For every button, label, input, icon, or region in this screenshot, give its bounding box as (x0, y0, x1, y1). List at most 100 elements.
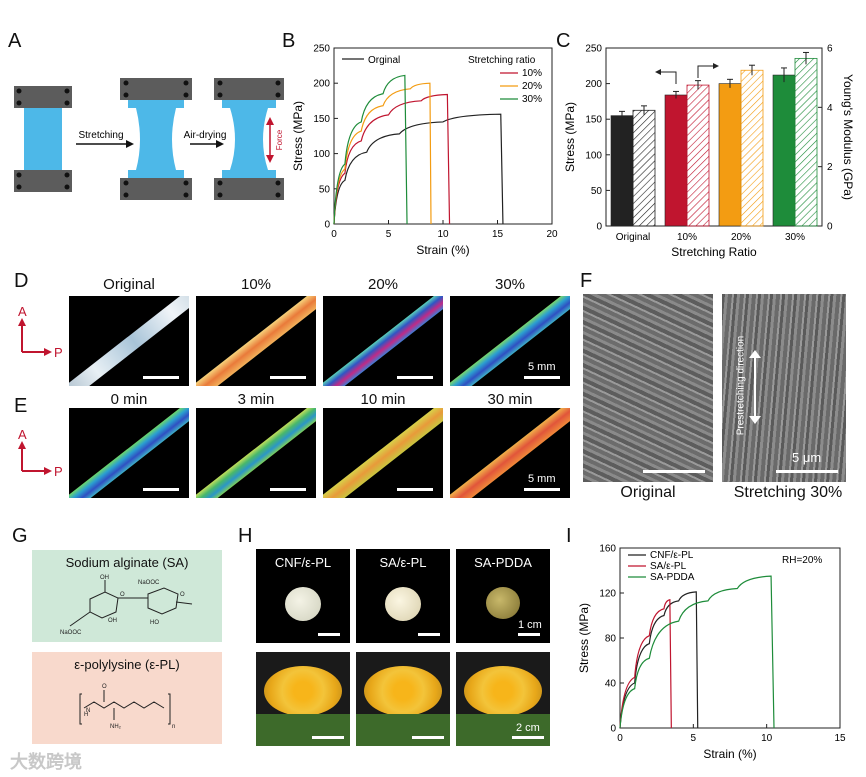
panel-label-b: B (282, 30, 296, 52)
legend-original: Orginal (368, 55, 400, 66)
bar-stress (772, 74, 796, 227)
e-image-0 (69, 408, 189, 498)
y-tick-label: 120 (599, 589, 616, 600)
axis-arrows-e: A P (18, 427, 63, 479)
x-tick-label: 30% (785, 232, 805, 243)
y-tick-label: 200 (585, 79, 602, 90)
bar-modulus (686, 84, 710, 227)
h-scale-1: 1 cm (518, 619, 542, 631)
panel-label-h: H (238, 525, 253, 547)
series-line-0 (619, 591, 699, 729)
panel-label-c: C (556, 30, 571, 52)
f-scale-label: 5 μm (792, 450, 822, 465)
legend-label: 10% (522, 68, 542, 79)
d-image-10 (196, 296, 316, 386)
h-flower-3: 2 cm (456, 652, 550, 746)
y-tick-label: 250 (585, 44, 602, 55)
axis-p-label: P (54, 345, 63, 360)
panel-label-i: I (566, 525, 572, 547)
x-tick-label: 15 (834, 733, 846, 744)
y2-tick-label: 6 (827, 44, 833, 55)
x-tick-label: 20% (731, 232, 751, 243)
y-tick-label: 50 (319, 184, 331, 195)
x-tick-label: 0 (331, 229, 337, 240)
x-axis-label: Strain (%) (703, 747, 756, 761)
y-tick-label: 200 (313, 79, 330, 90)
panel-label-d: D (14, 270, 29, 292)
x-tick-label: Original (616, 232, 650, 243)
series-line-1 (333, 93, 451, 225)
chart-i: 0 40 80 120 160 0 5 10 15 Strain (%) Stress (MPa) C… (577, 544, 846, 762)
legend-label: 20% (522, 81, 542, 92)
x-tick-label: 5 (386, 229, 392, 240)
left-axis-arrow-icon (661, 71, 677, 84)
h-photo-sa-epl: SA/ε-PL (356, 549, 450, 643)
watermark: 大数跨境 (10, 752, 82, 772)
d-image-20 (323, 296, 443, 386)
axis-arrows-d: A P (18, 304, 63, 360)
svg-text:n: n (172, 724, 175, 730)
svg-text:NaOOC: NaOOC (60, 630, 82, 636)
e-image-3 (196, 408, 316, 498)
bar-stress (610, 115, 634, 227)
f-label-stretched: Stretching 30% (733, 484, 843, 501)
x-tick-label: 20 (546, 229, 558, 240)
y2-tick-label: 0 (827, 222, 833, 233)
y-axis-label: Stress (MPa) (291, 101, 305, 171)
annotation-rh: RH=20% (782, 555, 822, 566)
e-image-30: 5 mm (450, 408, 570, 498)
chart-b: 0 50 100 150 200 250 0 5 10 15 20 Strain (%) Stress … (291, 44, 558, 258)
y-tick-label: 100 (313, 149, 330, 160)
e-label-0: 0 min (110, 391, 148, 408)
y2-axis-label: Young's Modulus (GPa) (841, 74, 855, 200)
y-axis-label: Stress (MPa) (563, 102, 577, 172)
y2-tick-label: 2 (827, 162, 833, 173)
y-tick-label: 0 (596, 222, 602, 233)
left-axis-arrowhead-icon (655, 69, 661, 75)
series-line-2 (333, 82, 432, 225)
f-label-original: Original (620, 484, 676, 501)
right-axis-arrowhead-icon (713, 63, 719, 69)
y-tick-label: 250 (313, 44, 330, 55)
y-tick-label: 150 (313, 114, 330, 125)
sa-title: Sodium alginate (SA) (65, 555, 189, 570)
svg-text:O: O (120, 592, 125, 598)
svg-text:NH₂: NH₂ (110, 724, 122, 730)
panel-label-e: E (14, 395, 28, 417)
svg-text:A: A (18, 427, 27, 442)
series-line-0 (333, 113, 504, 225)
panel-a-schematic: Stretching Air-drying Force (14, 78, 284, 200)
e-scale-label: 5 mm (528, 473, 556, 485)
panel-label-f: F (580, 270, 593, 292)
sa-structure-icon: OH NaOOC O NaOOC OH HO O (60, 575, 193, 636)
y-tick-label: 150 (585, 115, 602, 126)
d-image-original (69, 296, 189, 386)
d-label-original: Original (103, 276, 155, 293)
bar-stress (718, 83, 742, 227)
epl-structure-box: ε-polylysine (ε-PL) H N O NH₂ n (32, 652, 222, 744)
sa-structure-box: Sodium alginate (SA) OH NaOOC O NaOOC OH… (32, 550, 222, 642)
bar-modulus (740, 69, 764, 227)
panel-label-g: G (12, 525, 28, 547)
e-label-10: 10 min (360, 391, 406, 408)
force-arrow-icon (266, 117, 274, 163)
x-tick-label: 10 (761, 733, 773, 744)
legend-title: Stretching ratio (468, 55, 536, 66)
svg-text:HO: HO (150, 620, 159, 626)
series-line-2 (619, 575, 775, 729)
air-drying-label: Air-drying (184, 130, 227, 141)
legend-label: 30% (522, 94, 542, 105)
d-scale-label: 5 mm (528, 361, 556, 373)
clamp-top (14, 86, 72, 108)
y-tick-label: 160 (599, 544, 616, 555)
svg-text:OH: OH (100, 575, 109, 581)
series-line-3 (333, 74, 408, 225)
film-rect (24, 100, 62, 178)
prestretch-direction-label: Prestretching direction (735, 335, 747, 436)
legend-label: SA/ε-PL (650, 561, 687, 572)
x-axis-label: Strain (%) (416, 243, 469, 257)
x-tick-label: 10% (677, 232, 697, 243)
epl-structure-icon: H N O NH₂ n (79, 684, 175, 730)
bar-stress (664, 94, 688, 227)
y-tick-label: 0 (610, 724, 616, 735)
